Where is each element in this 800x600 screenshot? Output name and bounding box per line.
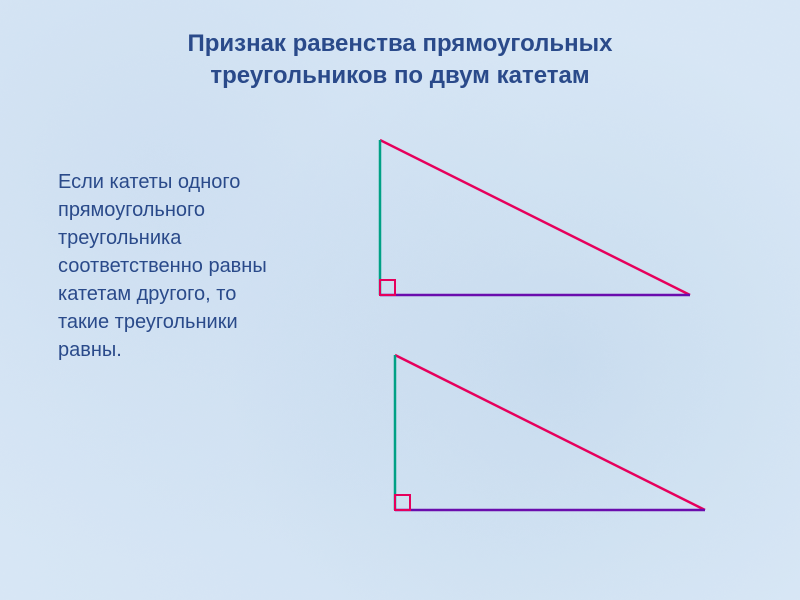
right-angle-marker <box>395 495 410 510</box>
body-line-4: катетам другого, то <box>58 280 267 308</box>
body-line-6: равны. <box>58 336 267 364</box>
theorem-text: Если катеты одного прямоугольного треуго… <box>58 168 267 364</box>
body-line-0: Если катеты одного <box>58 168 267 196</box>
body-line-5: такие треугольники <box>58 308 267 336</box>
title-line-1: Признак равенства прямоугольных <box>0 28 800 60</box>
triangle-2-svg <box>395 355 705 510</box>
triangle-1-svg <box>380 140 690 295</box>
right-angle-marker <box>380 280 395 295</box>
body-line-3: соответственно равны <box>58 252 267 280</box>
slide-title: Признак равенства прямоугольных треуголь… <box>0 28 800 93</box>
triangle-1 <box>380 140 690 300</box>
triangle-2 <box>395 355 705 515</box>
hypotenuse <box>395 355 705 510</box>
body-line-1: прямоугольного <box>58 196 267 224</box>
title-line-2: треугольников по двум катетам <box>0 60 800 92</box>
hypotenuse <box>380 140 690 295</box>
body-line-2: треугольника <box>58 224 267 252</box>
